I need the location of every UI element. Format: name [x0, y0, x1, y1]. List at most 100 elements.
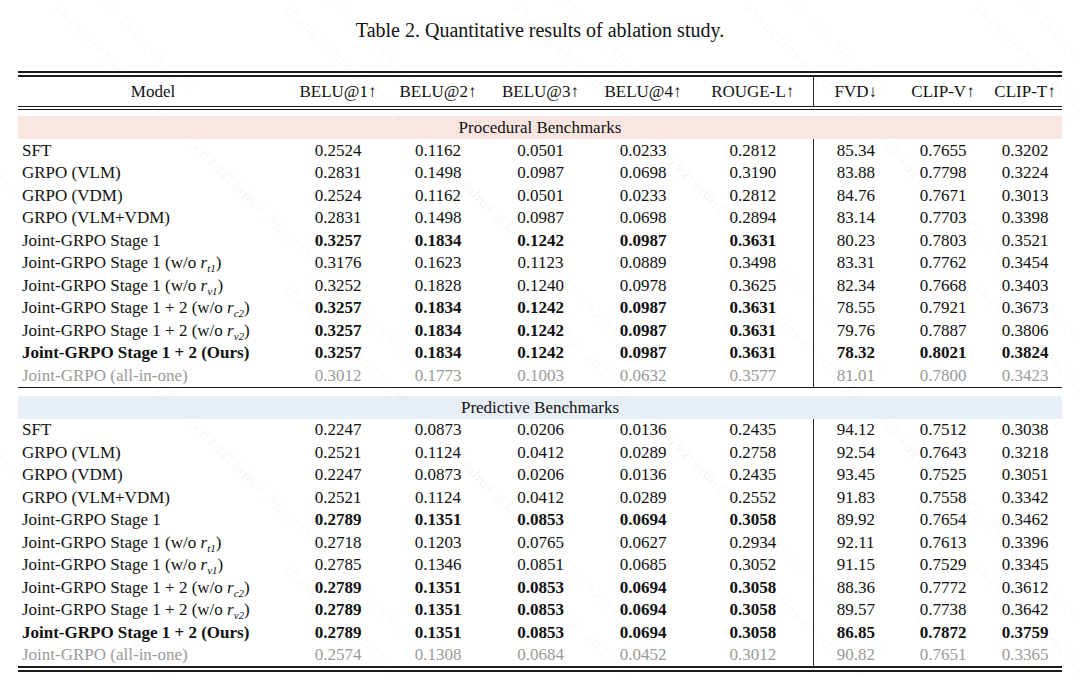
cell-rouge-l: 0.2894	[693, 207, 813, 230]
cell-fvd: 83.88	[813, 162, 898, 185]
cell-belu4: 0.0987	[593, 319, 693, 342]
cell-clip-v: 0.7803	[898, 229, 988, 252]
cell-belu3: 0.0853	[488, 599, 593, 622]
cell-fvd: 79.76	[813, 319, 898, 342]
cell-clip-t: 0.3038	[988, 419, 1062, 442]
cell-model: SFT	[18, 419, 288, 442]
cell-clip-t: 0.3423	[988, 364, 1062, 387]
cell-rouge-l: 0.3498	[693, 252, 813, 275]
cell-clip-t: 0.3824	[988, 342, 1062, 365]
cell-clip-v: 0.7613	[898, 531, 988, 554]
cell-clip-v: 0.7798	[898, 162, 988, 185]
cell-belu3: 0.1242	[488, 297, 593, 320]
cell-belu3: 0.0206	[488, 464, 593, 487]
cell-model: GRPO (VLM)	[18, 441, 288, 464]
table-row: Joint-GRPO Stage 1 + 2 (w/o rv2)0.32570.…	[18, 319, 1062, 342]
column-header-fvd: FVD↓	[813, 74, 898, 108]
page: zhanglinhui 2025/11 16:55 192.168.1.15zh…	[0, 0, 1080, 675]
cell-belu1: 0.2789	[288, 576, 388, 599]
cell-belu1: 0.2789	[288, 509, 388, 532]
section-header-label: Procedural Benchmarks	[18, 116, 1062, 139]
cell-clip-t: 0.3454	[988, 252, 1062, 275]
cell-fvd: 86.85	[813, 621, 898, 644]
cell-belu1: 0.3257	[288, 229, 388, 252]
cell-fvd: 82.34	[813, 274, 898, 297]
cell-model: Joint-GRPO Stage 1 + 2 (Ours)	[18, 621, 288, 644]
cell-belu2: 0.1308	[388, 644, 488, 670]
cell-fvd: 85.34	[813, 139, 898, 162]
cell-rouge-l: 0.2934	[693, 531, 813, 554]
column-header-belu2: BELU@2↑	[388, 74, 488, 108]
cell-belu4: 0.0452	[593, 644, 693, 670]
cell-belu4: 0.0694	[593, 576, 693, 599]
cell-belu3: 0.0853	[488, 509, 593, 532]
cell-belu4: 0.0136	[593, 419, 693, 442]
column-header-clip-v: CLIP-V↑	[898, 74, 988, 108]
table-row: SFT0.25240.11620.05010.02330.281285.340.…	[18, 139, 1062, 162]
cell-model: Joint-GRPO (all-in-one)	[18, 364, 288, 387]
cell-model: Joint-GRPO Stage 1	[18, 509, 288, 532]
cell-belu3: 0.1242	[488, 229, 593, 252]
cell-belu2: 0.1773	[388, 364, 488, 387]
table-row: Joint-GRPO Stage 10.32570.18340.12420.09…	[18, 229, 1062, 252]
cell-rouge-l: 0.3190	[693, 162, 813, 185]
cell-belu4: 0.0978	[593, 274, 693, 297]
cell-rouge-l: 0.2812	[693, 184, 813, 207]
cell-belu4: 0.0289	[593, 441, 693, 464]
cell-belu4: 0.0632	[593, 364, 693, 387]
cell-belu1: 0.2521	[288, 441, 388, 464]
cell-belu1: 0.2789	[288, 621, 388, 644]
cell-model: Joint-GRPO Stage 1 (w/o rt1)	[18, 531, 288, 554]
cell-belu2: 0.1351	[388, 509, 488, 532]
cell-fvd: 78.32	[813, 342, 898, 365]
cell-belu2: 0.0873	[388, 419, 488, 442]
cell-model: GRPO (VDM)	[18, 464, 288, 487]
column-header-belu4: BELU@4↑	[593, 74, 693, 108]
cell-belu2: 0.1498	[388, 162, 488, 185]
cell-clip-t: 0.3759	[988, 621, 1062, 644]
cell-rouge-l: 0.3631	[693, 229, 813, 252]
table-row: Joint-GRPO Stage 1 + 2 (w/o rv2)0.27890.…	[18, 599, 1062, 622]
cell-belu4: 0.0233	[593, 184, 693, 207]
cell-belu3: 0.0412	[488, 441, 593, 464]
cell-model: Joint-GRPO Stage 1	[18, 229, 288, 252]
cell-clip-t: 0.3342	[988, 486, 1062, 509]
cell-belu3: 0.0412	[488, 486, 593, 509]
cell-model: GRPO (VDM)	[18, 184, 288, 207]
cell-fvd: 92.54	[813, 441, 898, 464]
cell-belu4: 0.0694	[593, 621, 693, 644]
cell-rouge-l: 0.3012	[693, 644, 813, 670]
cell-fvd: 90.82	[813, 644, 898, 670]
cell-model: Joint-GRPO Stage 1 + 2 (w/o rv2)	[18, 599, 288, 622]
cell-fvd: 88.36	[813, 576, 898, 599]
cell-clip-t: 0.3396	[988, 531, 1062, 554]
cell-belu1: 0.3012	[288, 364, 388, 387]
cell-belu1: 0.3257	[288, 342, 388, 365]
cell-clip-v: 0.7651	[898, 644, 988, 670]
cell-belu1: 0.2831	[288, 162, 388, 185]
cell-rouge-l: 0.3058	[693, 509, 813, 532]
cell-clip-v: 0.7762	[898, 252, 988, 275]
cell-belu1: 0.3257	[288, 297, 388, 320]
cell-fvd: 91.15	[813, 554, 898, 577]
cell-belu3: 0.1003	[488, 364, 593, 387]
table-row: Joint-GRPO Stage 1 (w/o rt1)0.31760.1623…	[18, 252, 1062, 275]
cell-belu1: 0.2524	[288, 184, 388, 207]
cell-belu2: 0.1623	[388, 252, 488, 275]
cell-model: Joint-GRPO (all-in-one)	[18, 644, 288, 670]
section-header: Predictive Benchmarks	[18, 396, 1062, 419]
cell-model: Joint-GRPO Stage 1 + 2 (w/o rc2)	[18, 576, 288, 599]
cell-rouge-l: 0.2552	[693, 486, 813, 509]
cell-clip-v: 0.7529	[898, 554, 988, 577]
cell-rouge-l: 0.3625	[693, 274, 813, 297]
table-row: Joint-GRPO Stage 10.27890.13510.08530.06…	[18, 509, 1062, 532]
cell-belu2: 0.1834	[388, 297, 488, 320]
table-row: Joint-GRPO Stage 1 (w/o rv1)0.27850.1346…	[18, 554, 1062, 577]
cell-belu1: 0.3252	[288, 274, 388, 297]
cell-clip-t: 0.3642	[988, 599, 1062, 622]
cell-clip-t: 0.3224	[988, 162, 1062, 185]
cell-clip-v: 0.7512	[898, 419, 988, 442]
cell-belu2: 0.1351	[388, 621, 488, 644]
cell-belu1: 0.2521	[288, 486, 388, 509]
cell-clip-v: 0.7558	[898, 486, 988, 509]
